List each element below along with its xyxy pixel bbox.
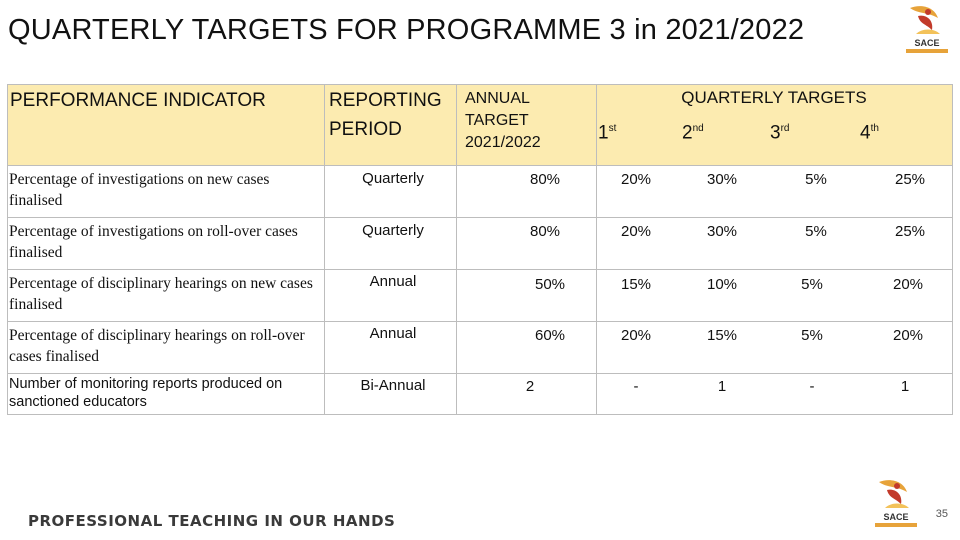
row-4-q3: 5% xyxy=(801,327,823,344)
header-period-cell: REPORTING PERIOD xyxy=(324,84,456,165)
row-2-q2: 30% xyxy=(706,223,738,240)
header-annual-cell: ANNUAL TARGET 2021/2022 xyxy=(456,84,596,165)
footer-slogan: PROFESSIONAL TEACHING IN OUR HANDS xyxy=(28,512,396,530)
row-2-annual: 80% xyxy=(529,223,561,240)
grid-line xyxy=(7,321,952,322)
sace-logo-footer: SACE xyxy=(875,480,917,527)
header-annual-line2: TARGET xyxy=(465,112,529,129)
header-q1: 1st xyxy=(598,122,617,144)
row-3-q2: 10% xyxy=(706,276,738,293)
row-1-period: Quarterly xyxy=(362,170,424,187)
row-3-q3: 5% xyxy=(801,276,823,293)
row-5-annual: 2 xyxy=(525,378,535,395)
row-2-indicator: Percentage of investigations on roll-ove… xyxy=(9,223,298,261)
row-1-q2: 30% xyxy=(706,171,738,188)
row-1-q4: 25% xyxy=(894,171,926,188)
header-period-line2: PERIOD xyxy=(329,119,402,140)
header-period-line1: REPORTING xyxy=(329,90,442,111)
row-4-q1: 20% xyxy=(620,327,652,344)
header-q2: 2nd xyxy=(682,122,704,144)
row-5-indicator: Number of monitoring reports produced on… xyxy=(9,376,283,410)
grid-line xyxy=(7,269,952,270)
row-1-annual: 80% xyxy=(529,171,561,188)
row-3-q4: 20% xyxy=(892,276,924,293)
header-q4: 4th xyxy=(860,122,879,144)
header-annual-line1: ANNUAL xyxy=(465,90,530,107)
row-3-q1: 15% xyxy=(620,276,652,293)
row-5-period: Bi-Annual xyxy=(360,377,426,394)
header-indicator: PERFORMANCE INDICATOR xyxy=(10,90,266,111)
row-5-q2: 1 xyxy=(717,378,727,395)
row-1-q1: 20% xyxy=(620,171,652,188)
slide-title: QUARTERLY TARGETS FOR PROGRAMME 3 in 202… xyxy=(8,14,805,46)
row-2-period: Quarterly xyxy=(362,222,424,239)
grid-line xyxy=(7,84,952,85)
grid-line xyxy=(7,217,952,218)
header-q3: 3rd xyxy=(770,122,790,144)
row-3-indicator: Percentage of disciplinary hearings on n… xyxy=(9,275,313,313)
row-4-q2: 15% xyxy=(706,327,738,344)
sace-logo: SACE xyxy=(906,6,948,53)
row-4-period: Annual xyxy=(369,325,417,342)
header-quarterly: QUARTERLY TARGETS xyxy=(681,88,867,107)
grid-line xyxy=(7,373,952,374)
row-1-indicator: Percentage of investigations on new case… xyxy=(9,171,270,209)
page-number: 35 xyxy=(935,508,948,520)
grid-line xyxy=(456,84,457,415)
header-indicator-cell: PERFORMANCE INDICATOR xyxy=(7,84,324,165)
row-3-annual: 50% xyxy=(534,276,566,293)
logo-footer-name: SACE xyxy=(883,512,908,522)
row-2-q4: 25% xyxy=(894,223,926,240)
grid-line xyxy=(7,84,8,415)
logo-name: SACE xyxy=(914,38,939,48)
row-4-indicator: Percentage of disciplinary hearings on r… xyxy=(9,327,305,365)
row-2-q1: 20% xyxy=(620,223,652,240)
row-2-q3: 5% xyxy=(805,223,827,240)
row-1-q3: 5% xyxy=(805,171,827,188)
row-4-annual: 60% xyxy=(534,327,566,344)
grid-line xyxy=(324,84,325,415)
grid-line xyxy=(7,414,952,415)
header-annual-line3: 2021/2022 xyxy=(465,134,541,151)
grid-line xyxy=(952,84,953,415)
grid-line xyxy=(596,84,597,415)
row-3-period: Annual xyxy=(369,273,417,290)
row-5-q3: - xyxy=(809,378,815,395)
row-5-q1: - xyxy=(633,378,639,395)
row-5-q4: 1 xyxy=(900,378,910,395)
header-quarterly-cell: QUARTERLY TARGETS 1st 2nd 3rd 4th xyxy=(596,84,952,165)
row-4-q4: 20% xyxy=(892,327,924,344)
grid-line xyxy=(7,165,952,166)
